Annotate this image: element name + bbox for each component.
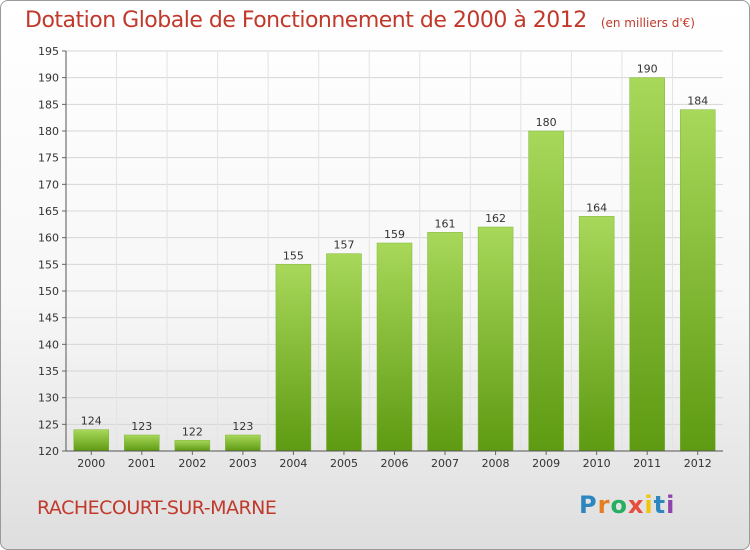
value-label-2011: 190: [637, 63, 658, 76]
y-tick-label: 160: [38, 232, 59, 245]
value-label-2012: 184: [687, 95, 708, 108]
logo-letter: P: [579, 491, 598, 519]
chart-title: Dotation Globale de Fonctionnement de 20…: [25, 8, 695, 33]
value-label-2010: 164: [586, 201, 607, 214]
value-label-2009: 180: [536, 116, 557, 129]
bar-2004: [275, 264, 312, 452]
unit-label: (en milliers d'€): [600, 16, 695, 30]
bar-2012: [679, 109, 716, 452]
y-tick-label: 195: [38, 45, 59, 58]
commune-name: RACHECOURT-SUR-MARNE: [37, 497, 277, 519]
x-tick-label-2004: 2004: [279, 457, 307, 470]
bar-2009: [528, 130, 564, 452]
bar-2010: [578, 216, 615, 452]
bar-2001: [124, 434, 160, 452]
bar-2003: [225, 434, 261, 452]
value-label-2005: 157: [333, 239, 354, 252]
x-tick-label-2000: 2000: [77, 457, 105, 470]
bar-2002: [174, 440, 211, 452]
bar-2011: [629, 77, 665, 452]
logo-letter: i: [666, 491, 676, 519]
y-tick-label: 120: [38, 445, 59, 458]
value-label-2008: 162: [485, 212, 506, 225]
y-tick-label: 175: [38, 152, 59, 165]
y-tick-label: 130: [38, 392, 59, 405]
x-tick-label-2012: 2012: [684, 457, 712, 470]
y-tick-label: 140: [38, 338, 59, 351]
bar-2006: [376, 242, 413, 452]
x-tick-label-2006: 2006: [381, 457, 409, 470]
x-tick-label-2009: 2009: [532, 457, 560, 470]
x-tick-label-2010: 2010: [583, 457, 611, 470]
x-tick-label-2001: 2001: [128, 457, 156, 470]
x-tick-label-2003: 2003: [229, 457, 257, 470]
value-label-2001: 123: [131, 420, 152, 433]
y-tick-label: 165: [38, 205, 59, 218]
logo-letter: x: [627, 491, 645, 519]
value-label-2007: 161: [435, 217, 456, 230]
y-tick-label: 145: [38, 312, 59, 325]
x-tick-label-2007: 2007: [431, 457, 459, 470]
value-label-2003: 123: [232, 420, 253, 433]
logo-letter: r: [597, 491, 611, 519]
value-label-2006: 159: [384, 228, 405, 241]
logo-letter: t: [653, 491, 667, 519]
y-tick-label: 155: [38, 258, 59, 271]
y-tick-label: 125: [38, 418, 59, 431]
bar-2007: [427, 232, 463, 452]
bar-2005: [326, 253, 362, 452]
bar-2008: [477, 226, 514, 452]
x-tick-label-2005: 2005: [330, 457, 358, 470]
y-tick-label: 150: [38, 285, 59, 298]
bar-2000: [73, 429, 110, 452]
x-tick-label-2011: 2011: [633, 457, 661, 470]
value-label-2000: 124: [81, 415, 102, 428]
x-tick-label-2008: 2008: [482, 457, 510, 470]
y-tick-label: 190: [38, 72, 59, 85]
x-tick-label-2002: 2002: [178, 457, 206, 470]
value-label-2004: 155: [283, 249, 304, 262]
value-label-2002: 122: [182, 425, 203, 438]
y-tick-label: 135: [38, 365, 59, 378]
y-tick-label: 180: [38, 125, 59, 138]
logo-letter: i: [644, 491, 654, 519]
y-tick-label: 185: [38, 98, 59, 111]
logo-letter: o: [610, 491, 628, 519]
y-tick-label: 170: [38, 178, 59, 191]
proxiti-logo: Proxiti: [579, 491, 675, 519]
